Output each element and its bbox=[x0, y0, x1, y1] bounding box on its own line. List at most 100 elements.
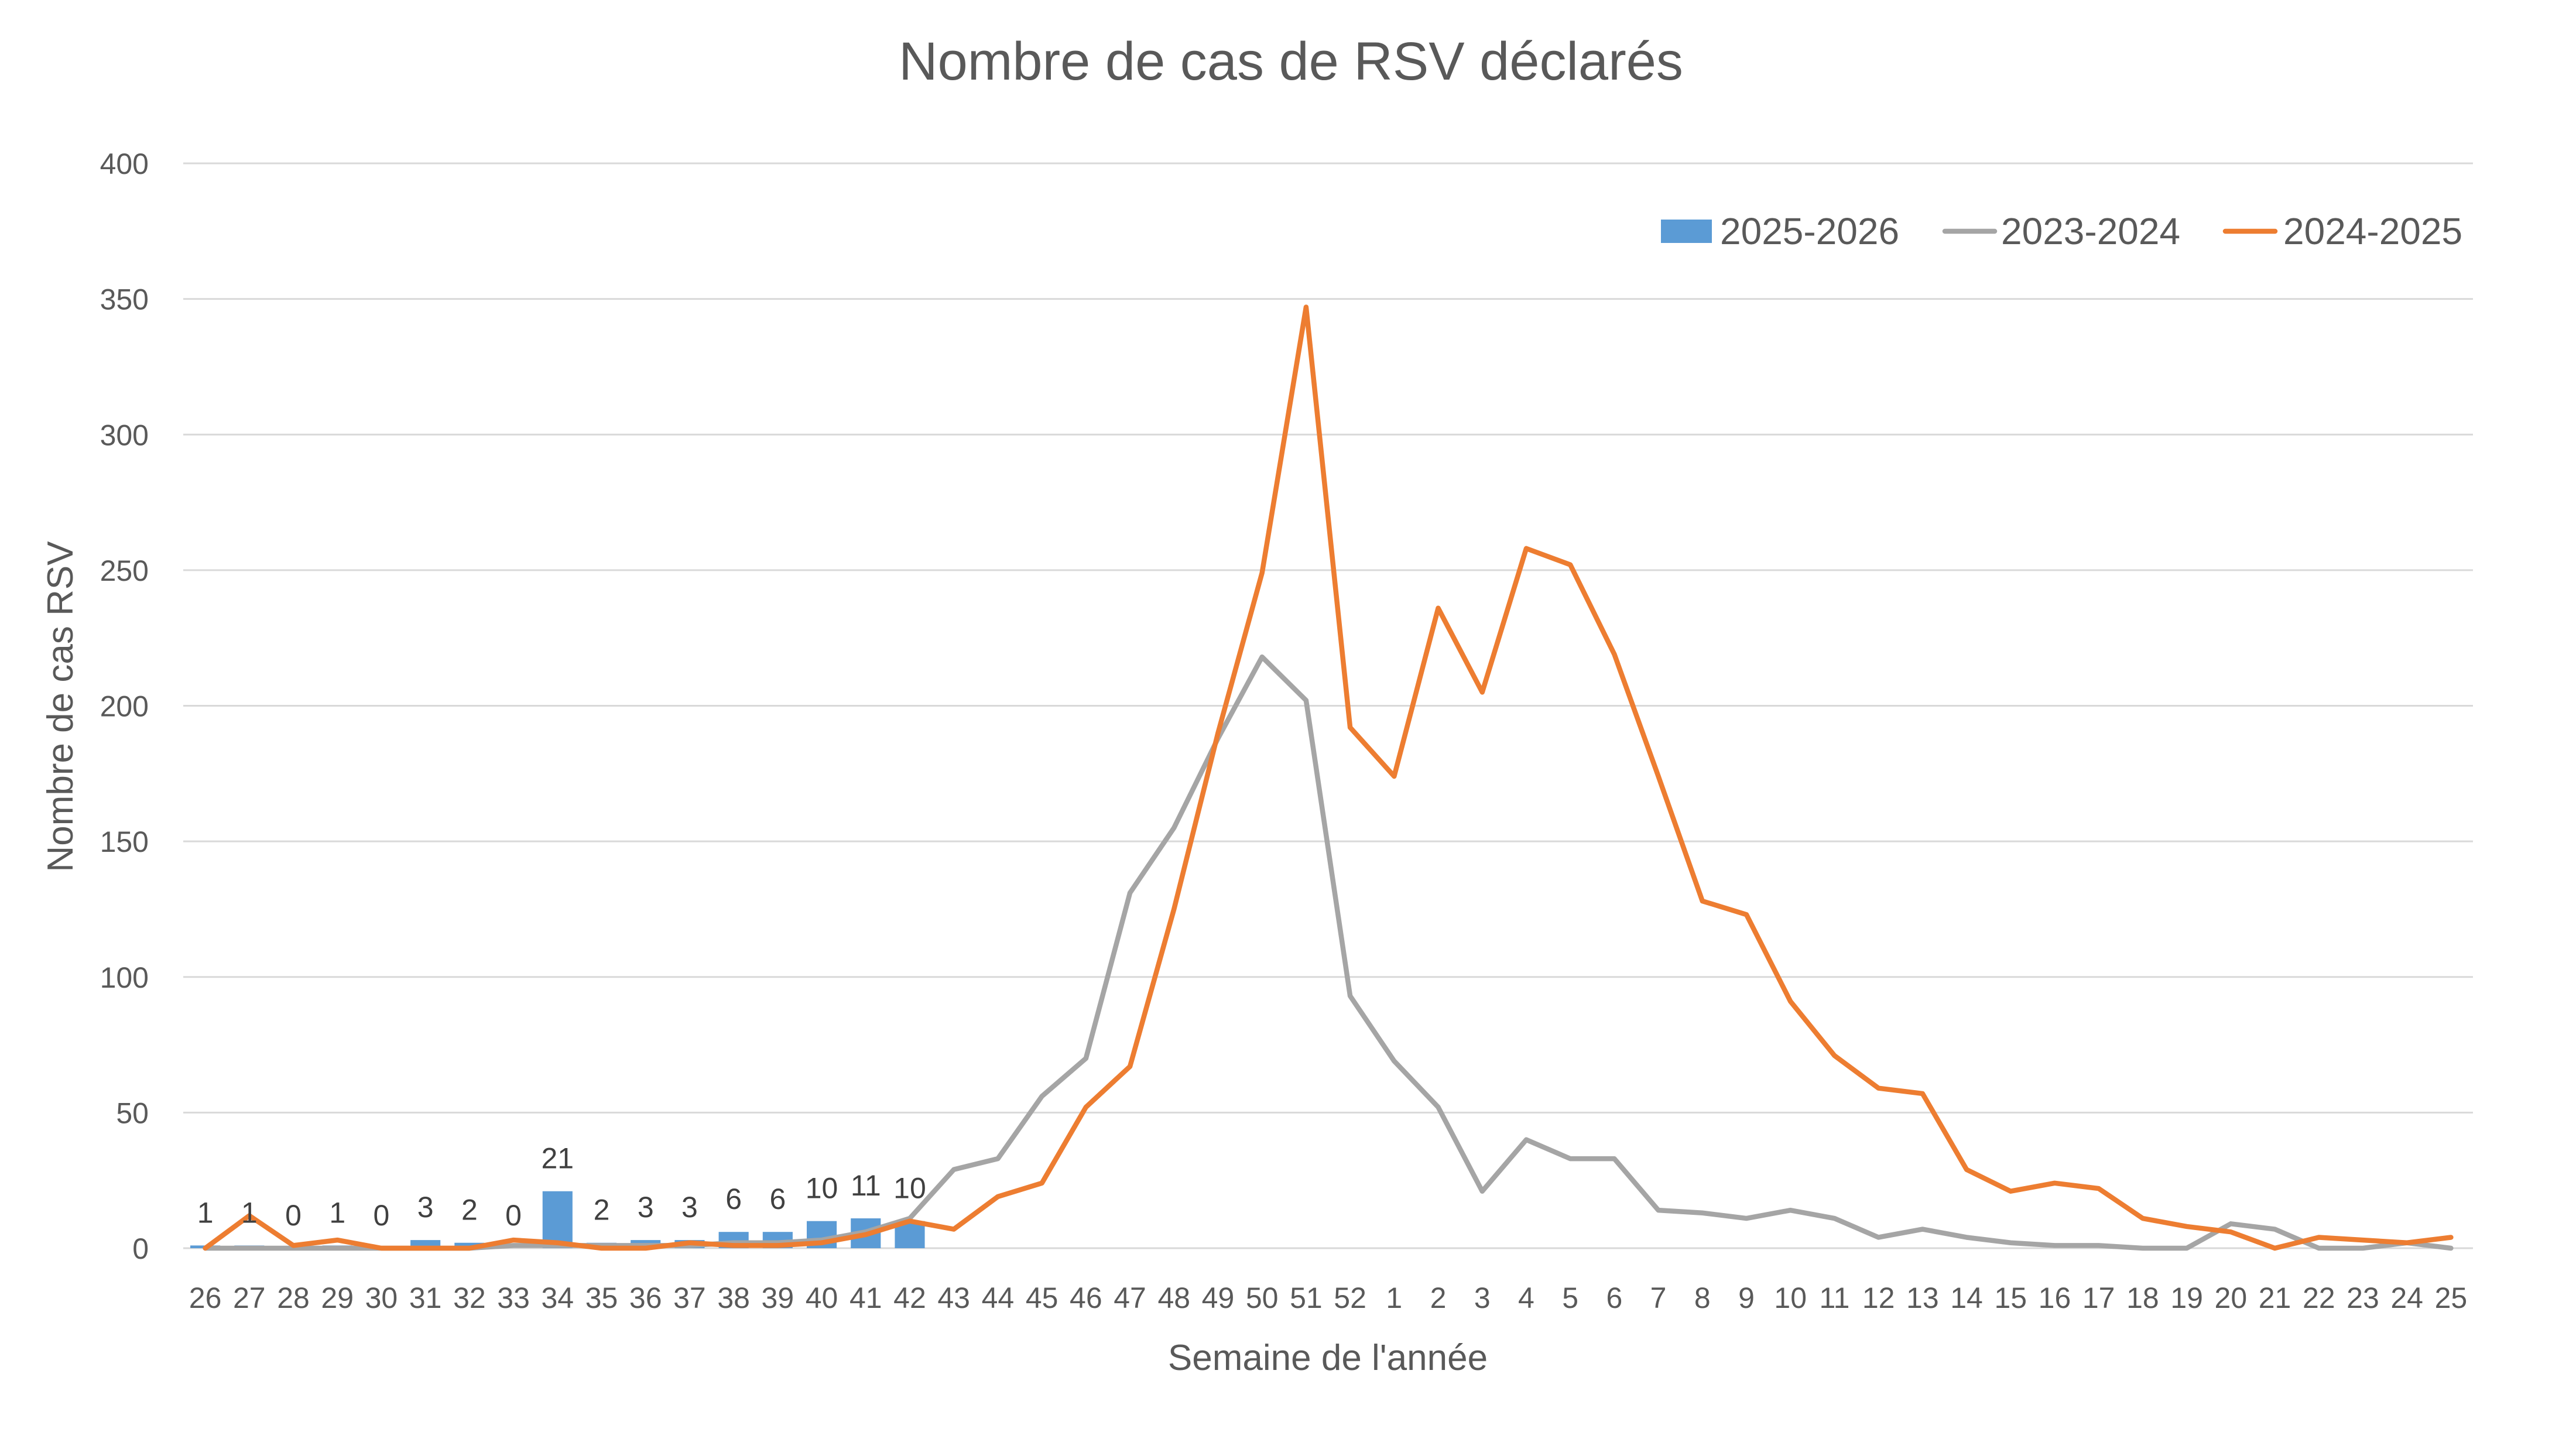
point-2023-2024-week-8 bbox=[1700, 1211, 1704, 1215]
point-2024-2025-week-16 bbox=[2053, 1181, 2057, 1185]
point-2023-2024-week-50 bbox=[1260, 655, 1264, 659]
x-tick-label-week-2: 2 bbox=[1430, 1282, 1447, 1314]
data-label-2025-2026-week-33: 0 bbox=[505, 1199, 522, 1232]
x-tick-label-week-27: 27 bbox=[233, 1282, 266, 1314]
legend: 2025-2026 2023-2024 2024-2025 bbox=[1661, 210, 2462, 252]
legend-item-2024-2025: 2024-2025 bbox=[2222, 210, 2462, 252]
x-tick-label-week-20: 20 bbox=[2215, 1282, 2248, 1314]
point-2023-2024-week-5 bbox=[1568, 1157, 1573, 1161]
x-tick-label-week-25: 25 bbox=[2435, 1282, 2468, 1314]
point-2024-2025-week-32 bbox=[467, 1246, 471, 1250]
data-label-2025-2026-week-34: 21 bbox=[541, 1142, 574, 1175]
data-label-2025-2026-week-42: 10 bbox=[893, 1172, 926, 1205]
point-2024-2025-week-39 bbox=[776, 1244, 780, 1248]
x-tick-label-week-52: 52 bbox=[1334, 1282, 1366, 1314]
legend-label: 2024-2025 bbox=[2283, 210, 2462, 252]
point-2023-2024-week-45 bbox=[1040, 1094, 1044, 1098]
x-tick-labels: 26 27 28 29 30 31 32 33 34 35 36 37 38 39 40 41 42 43 44 45… bbox=[189, 1282, 2467, 1314]
x-tick-label-week-28: 28 bbox=[277, 1282, 310, 1314]
point-2023-2024-week-19 bbox=[2185, 1246, 2189, 1250]
y-tick-label-400: 400 bbox=[100, 148, 149, 180]
x-tick-label-week-43: 43 bbox=[937, 1282, 970, 1314]
point-2024-2025-week-13 bbox=[1920, 1091, 1924, 1095]
x-tick-label-week-39: 39 bbox=[762, 1282, 794, 1314]
x-tick-label-week-4: 4 bbox=[1518, 1282, 1534, 1314]
x-tick-label-week-47: 47 bbox=[1114, 1282, 1146, 1314]
point-2024-2025-week-50 bbox=[1260, 571, 1264, 575]
point-2024-2025-week-1 bbox=[1392, 774, 1396, 778]
x-tick-label-week-42: 42 bbox=[893, 1282, 926, 1314]
point-2024-2025-week-38 bbox=[732, 1244, 736, 1248]
point-2024-2025-week-43 bbox=[952, 1227, 956, 1231]
x-tick-label-week-23: 23 bbox=[2347, 1282, 2379, 1314]
x-tick-label-week-31: 31 bbox=[409, 1282, 442, 1314]
x-tick-label-week-14: 14 bbox=[1950, 1282, 1983, 1314]
point-2023-2024-week-4 bbox=[1524, 1138, 1528, 1142]
data-label-2025-2026-week-31: 3 bbox=[417, 1191, 434, 1224]
point-2024-2025-week-6 bbox=[1612, 652, 1616, 656]
point-2024-2025-week-52 bbox=[1348, 725, 1352, 729]
data-label-2025-2026-week-32: 2 bbox=[461, 1194, 478, 1227]
x-tick-label-week-35: 35 bbox=[585, 1282, 618, 1314]
point-2024-2025-week-47 bbox=[1128, 1064, 1132, 1068]
series-2024-2025 bbox=[203, 304, 2454, 1251]
point-2024-2025-week-10 bbox=[1789, 999, 1793, 1003]
point-2023-2024-week-15 bbox=[2009, 1241, 2013, 1245]
y-tick-label-250: 250 bbox=[100, 554, 149, 587]
data-label-2025-2026-week-37: 3 bbox=[681, 1191, 698, 1224]
point-2023-2024-week-13 bbox=[1920, 1227, 1924, 1231]
point-2023-2024-week-10 bbox=[1789, 1208, 1793, 1212]
data-label-2025-2026-week-29: 1 bbox=[329, 1196, 345, 1229]
point-2023-2024-week-27 bbox=[247, 1246, 251, 1250]
y-tick-label-100: 100 bbox=[100, 961, 149, 994]
point-2023-2024-week-12 bbox=[1876, 1235, 1880, 1239]
point-2024-2025-week-30 bbox=[379, 1246, 383, 1250]
point-2024-2025-week-7 bbox=[1656, 774, 1660, 778]
x-tick-label-week-50: 50 bbox=[1246, 1282, 1279, 1314]
point-2024-2025-week-31 bbox=[423, 1246, 427, 1250]
point-2024-2025-week-12 bbox=[1876, 1086, 1880, 1090]
point-2024-2025-week-25 bbox=[2449, 1235, 2453, 1239]
point-2023-2024-week-29 bbox=[335, 1246, 340, 1250]
point-2024-2025-week-42 bbox=[907, 1219, 912, 1223]
point-2023-2024-week-21 bbox=[2273, 1227, 2277, 1231]
x-tick-label-week-45: 45 bbox=[1026, 1282, 1059, 1314]
y-tick-label-350: 350 bbox=[100, 283, 149, 316]
legend-item-2023-2024: 2023-2024 bbox=[1942, 210, 2180, 252]
y-tick-labels: 0 50 100 150 200 250 300 350 400 bbox=[100, 148, 149, 1265]
point-2024-2025-week-9 bbox=[1745, 913, 1749, 917]
data-label-2025-2026-week-28: 0 bbox=[285, 1199, 302, 1232]
point-2023-2024-week-47 bbox=[1128, 891, 1132, 895]
point-2024-2025-week-29 bbox=[335, 1238, 340, 1242]
legend-label: 2023-2024 bbox=[2001, 210, 2180, 252]
point-2023-2024-week-18 bbox=[2140, 1246, 2145, 1250]
point-2024-2025-week-27 bbox=[247, 1214, 251, 1218]
x-tick-label-week-49: 49 bbox=[1202, 1282, 1235, 1314]
y-axis-title: Nombre de cas RSV bbox=[40, 541, 81, 872]
point-2024-2025-week-8 bbox=[1700, 899, 1704, 903]
legend-swatch-bar bbox=[1661, 220, 1712, 243]
x-tick-label-week-16: 16 bbox=[2039, 1282, 2071, 1314]
point-2024-2025-week-19 bbox=[2185, 1224, 2189, 1228]
point-2023-2024-week-52 bbox=[1348, 994, 1352, 998]
point-2024-2025-week-49 bbox=[1216, 731, 1220, 735]
point-2024-2025-week-21 bbox=[2273, 1246, 2277, 1250]
point-2024-2025-week-40 bbox=[820, 1241, 824, 1245]
point-2024-2025-week-20 bbox=[2229, 1230, 2233, 1234]
point-2024-2025-week-17 bbox=[2097, 1187, 2101, 1191]
point-2024-2025-week-28 bbox=[292, 1244, 296, 1248]
point-2024-2025-week-34 bbox=[556, 1241, 560, 1245]
point-2023-2024-week-6 bbox=[1612, 1157, 1616, 1161]
x-tick-label-week-48: 48 bbox=[1157, 1282, 1190, 1314]
x-tick-label-week-29: 29 bbox=[321, 1282, 354, 1314]
point-2024-2025-week-48 bbox=[1172, 907, 1176, 911]
x-tick-label-week-33: 33 bbox=[497, 1282, 530, 1314]
point-2023-2024-week-43 bbox=[952, 1167, 956, 1171]
point-2024-2025-week-35 bbox=[600, 1246, 604, 1250]
data-label-2025-2026-week-39: 6 bbox=[769, 1183, 786, 1215]
data-label-2025-2026-week-30: 0 bbox=[374, 1199, 390, 1232]
data-label-2025-2026-week-36: 3 bbox=[638, 1191, 654, 1224]
point-2024-2025-week-37 bbox=[687, 1241, 691, 1245]
x-tick-label-week-7: 7 bbox=[1650, 1282, 1667, 1314]
point-2024-2025-week-5 bbox=[1568, 563, 1573, 567]
